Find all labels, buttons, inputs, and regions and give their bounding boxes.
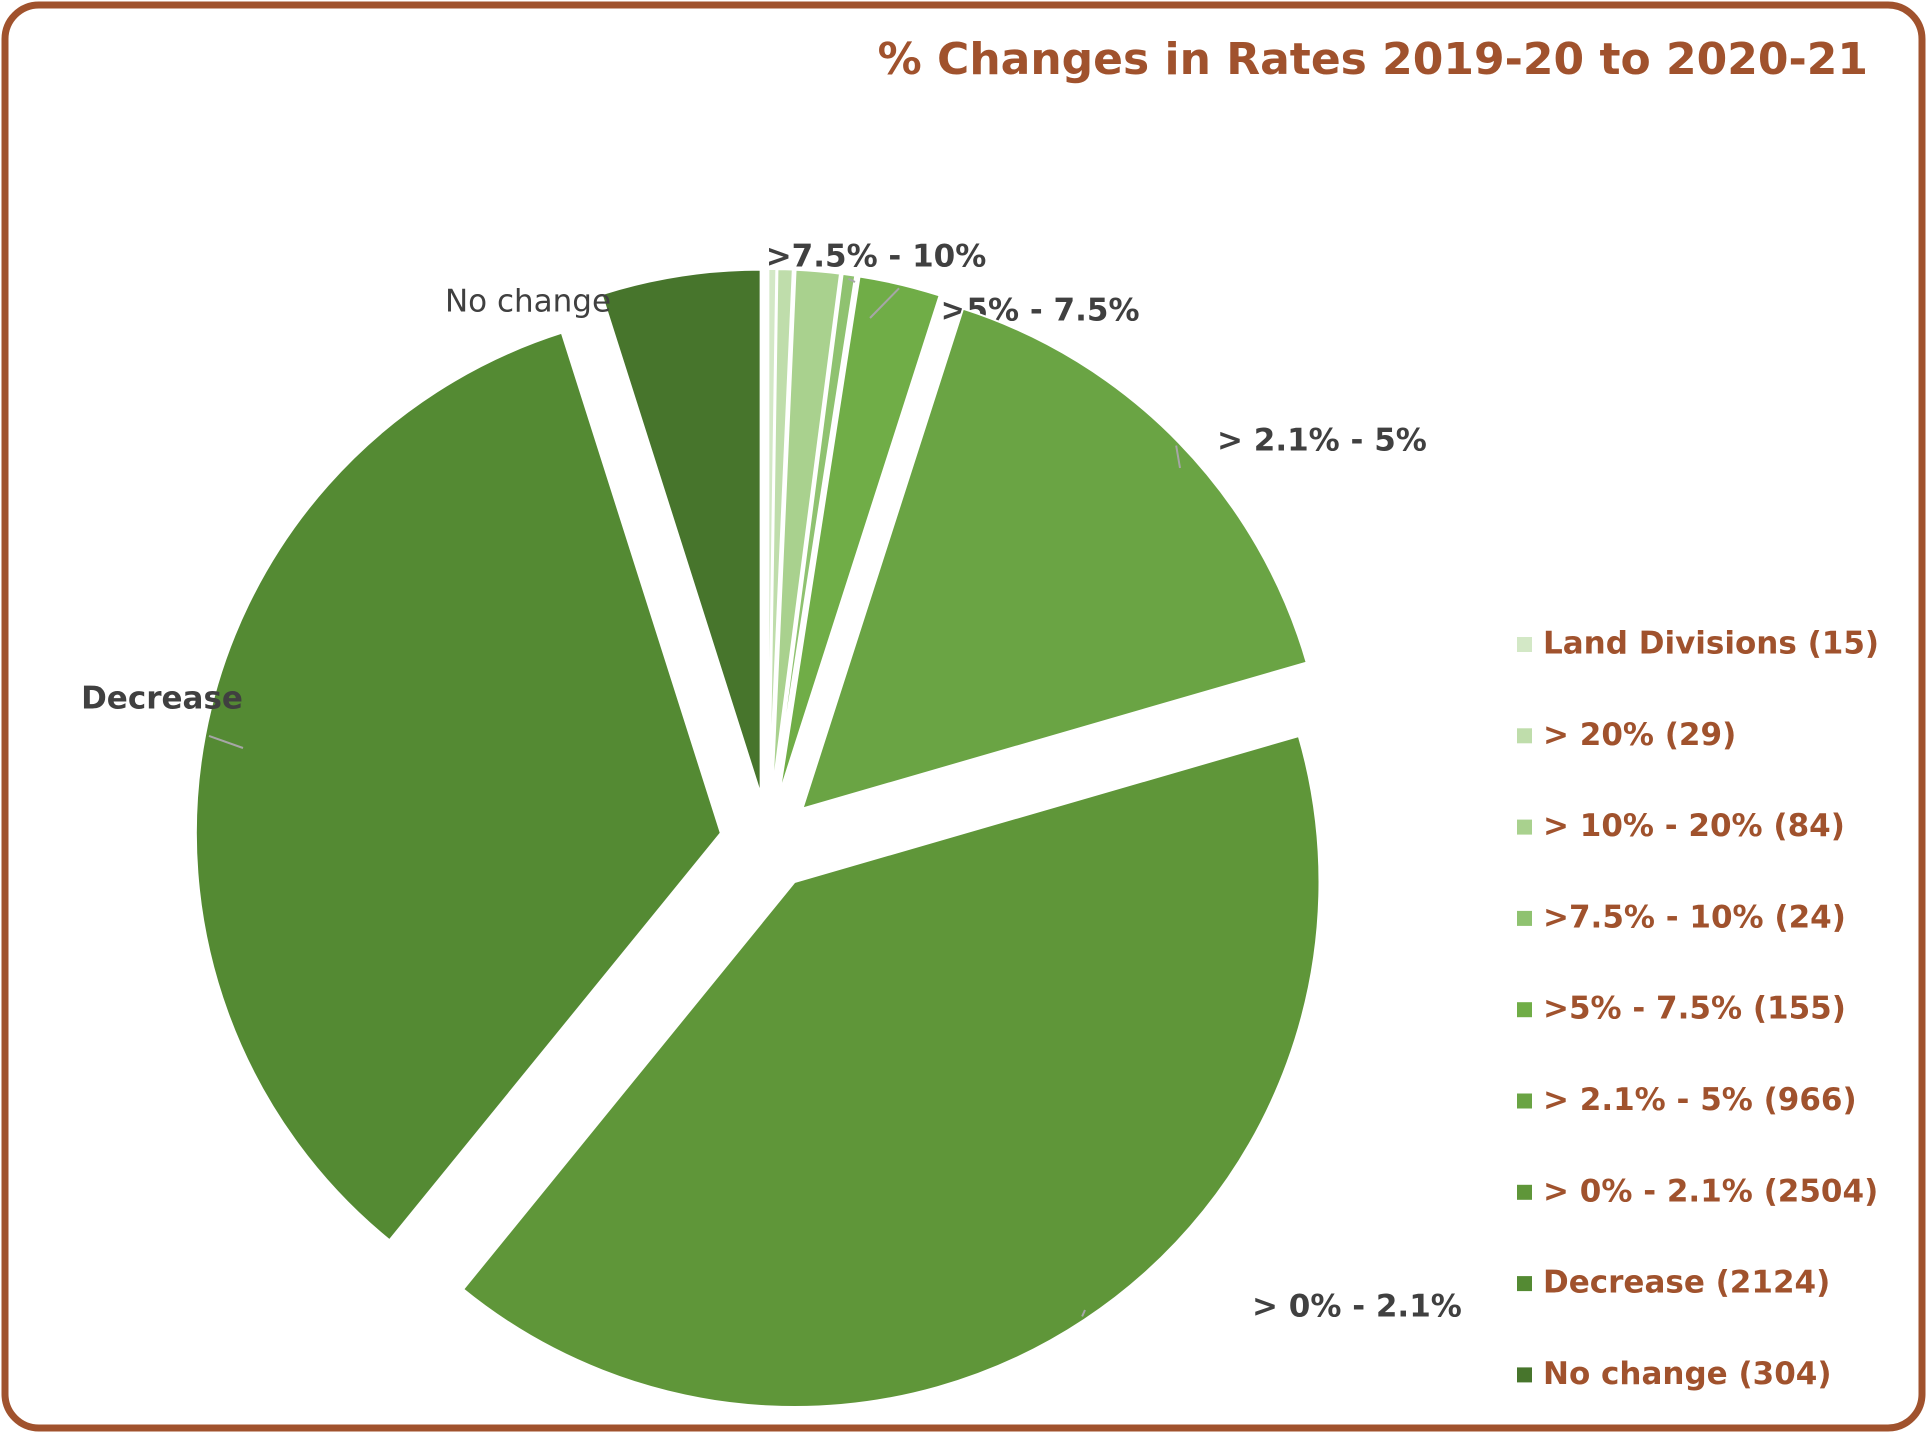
legend-label: > 2.1% - 5% (966) bbox=[1543, 1082, 1857, 1118]
legend-label: No change (304) bbox=[1543, 1356, 1832, 1392]
pie-slice bbox=[771, 268, 842, 795]
pie-slice bbox=[773, 272, 857, 795]
legend-swatch bbox=[1517, 1276, 1532, 1292]
pie-slice bbox=[768, 268, 794, 795]
leader-line bbox=[1175, 445, 1181, 469]
legend-swatch bbox=[1517, 910, 1532, 926]
data-label: No change bbox=[445, 284, 611, 320]
legend-label: >5% - 7.5% (155) bbox=[1543, 991, 1846, 1027]
legend-swatch bbox=[1517, 1367, 1532, 1383]
legend-swatch bbox=[1517, 819, 1532, 835]
data-label: > 0% - 2.1% bbox=[1252, 1289, 1462, 1325]
leader-line bbox=[847, 277, 856, 283]
leader-line bbox=[208, 734, 244, 749]
legend-label: > 0% - 2.1% (2504) bbox=[1543, 1173, 1878, 1209]
pie-slice bbox=[194, 331, 722, 1242]
legend-swatch bbox=[1517, 637, 1532, 652]
legend-swatch bbox=[1517, 1093, 1532, 1109]
pie-slice bbox=[767, 268, 778, 795]
legend-swatch bbox=[1517, 1184, 1532, 1200]
legend-swatch bbox=[1517, 728, 1532, 744]
chart-title: % Changes in Rates 2019-20 to 2020-21 bbox=[878, 34, 1868, 85]
pie-slice bbox=[461, 734, 1321, 1409]
legend-label: >7.5% - 10% (24) bbox=[1543, 899, 1846, 935]
legend-label: > 10% - 20% (84) bbox=[1543, 808, 1845, 844]
data-label: Decrease bbox=[81, 681, 243, 717]
legend-label: > 20% (29) bbox=[1543, 717, 1736, 753]
legend-swatch bbox=[1517, 1002, 1532, 1018]
leader-line bbox=[869, 287, 900, 319]
data-label: > 2.1% - 5% bbox=[1217, 423, 1427, 459]
data-label: >7.5% - 10% bbox=[766, 239, 987, 275]
pie-slice bbox=[778, 275, 941, 796]
legend-label: Land Divisions (15) bbox=[1543, 626, 1879, 662]
leader-line bbox=[1081, 1309, 1086, 1317]
pie-slice bbox=[600, 268, 762, 795]
pie-slice bbox=[800, 307, 1308, 811]
legend-label: Decrease (2124) bbox=[1543, 1265, 1830, 1301]
